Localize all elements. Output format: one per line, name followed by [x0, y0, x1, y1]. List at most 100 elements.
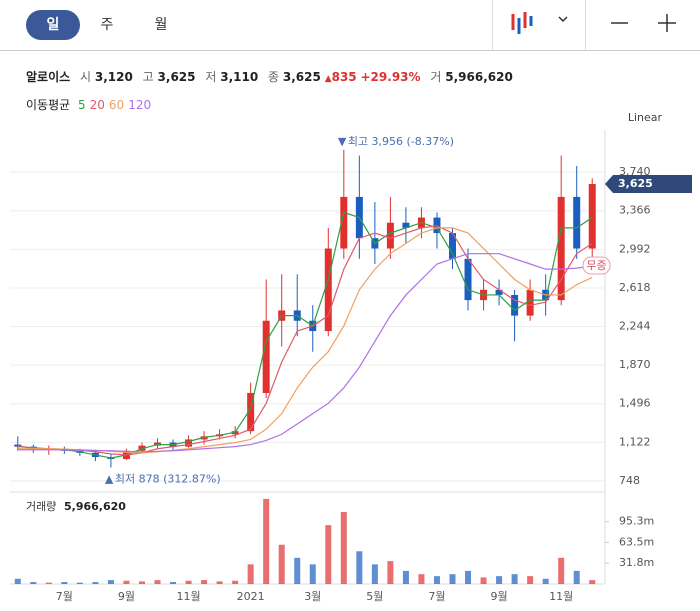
label: 거 — [430, 70, 442, 84]
volume-bar — [107, 580, 114, 584]
candle-body — [262, 320, 270, 393]
candle-body — [14, 444, 22, 447]
scale-label: Linear — [628, 111, 663, 124]
ma-line — [17, 225, 593, 456]
change: 835 — [331, 70, 357, 84]
ma-line — [17, 211, 593, 459]
candle-body — [449, 233, 456, 259]
legend-entry[interactable]: 20 — [89, 98, 105, 112]
toolbar: 일 주 월 — [0, 0, 700, 51]
min-annotation: 최저 878 (312.87%) — [115, 473, 221, 486]
candle-body — [526, 289, 534, 316]
volume-last: 5,966,620 — [64, 500, 126, 513]
volume-bar — [123, 580, 130, 584]
chart-type-button[interactable] — [492, 0, 586, 50]
candle-body — [402, 222, 410, 228]
volume-bar — [356, 551, 363, 584]
ma-line — [17, 253, 593, 453]
price-tag — [605, 175, 692, 194]
label: 고 — [142, 70, 154, 84]
volume-bar — [465, 570, 472, 584]
candle-body — [324, 248, 332, 332]
y-tick-label: 95.3m — [619, 515, 654, 528]
legend-title: 이동평균 — [26, 98, 71, 112]
volume-bar — [92, 582, 99, 584]
volume-bar — [402, 570, 409, 584]
volume-bar — [418, 574, 425, 584]
volume-bar — [278, 544, 285, 584]
value: 3,625 — [282, 70, 321, 84]
y-tick-label: 3,740 — [619, 165, 651, 178]
candle-body — [185, 439, 193, 447]
y-tick-label: 3,366 — [619, 204, 651, 217]
stock-name: 알로이스 — [26, 70, 71, 84]
volume-bar — [76, 582, 83, 584]
volume-bar — [294, 557, 301, 584]
volume-bar — [542, 578, 549, 584]
up-arrow: ▲ — [324, 74, 332, 84]
x-tick-label: 7월 — [428, 590, 445, 603]
volume-bar — [61, 582, 68, 584]
volume-bar — [480, 577, 487, 584]
y-tick-label: 748 — [619, 474, 640, 487]
volume-bar — [511, 574, 518, 584]
value: 3,120 — [94, 70, 133, 84]
zoom-icons[interactable] — [0, 0, 700, 50]
value: 3,625 — [157, 70, 196, 84]
change-pct: +29.93% — [360, 70, 421, 84]
max-annotation: 최고 3,956 (-8.37%) — [348, 135, 454, 148]
y-tick-label: 1,870 — [619, 358, 651, 371]
tab[interactable]: 주 — [100, 17, 114, 33]
label: 시 — [80, 70, 92, 84]
value: 3,110 — [220, 70, 259, 84]
x-tick-label: 5월 — [366, 590, 383, 603]
tab[interactable]: 월 — [154, 17, 168, 33]
volume-bar — [185, 580, 192, 584]
badge-box — [582, 256, 611, 275]
label: 저 — [205, 70, 217, 84]
volume-bar — [45, 582, 52, 584]
candle-body — [386, 222, 394, 249]
candle-body — [495, 289, 503, 295]
price-tag-label: 3,625 — [618, 177, 653, 190]
volume-bar — [325, 525, 332, 584]
volume-bar — [527, 576, 534, 584]
y-tick-label: 2,244 — [619, 320, 651, 333]
y-tick-label: 1,496 — [619, 397, 651, 410]
volume-bar — [154, 580, 161, 584]
volume-bar — [371, 564, 378, 584]
volume-bar — [216, 581, 223, 584]
volume-bar — [247, 564, 254, 584]
volume-bar — [309, 564, 316, 584]
volume-title: 거래량 — [26, 500, 56, 513]
y-tick-label: 63.5m — [619, 535, 654, 548]
volume-bar — [433, 576, 440, 584]
volume-bar — [263, 498, 270, 584]
volume-bar — [170, 582, 177, 584]
volume-bar — [558, 557, 565, 584]
candle-icon — [511, 12, 568, 34]
x-tick-label: 7월 — [56, 590, 73, 603]
badge: 무증 — [586, 259, 606, 272]
volume-bar — [201, 580, 208, 584]
legend-entry[interactable]: 120 — [128, 98, 152, 112]
volume-bar — [340, 512, 347, 584]
legend-entry[interactable]: 60 — [108, 98, 125, 112]
volume-bar — [14, 578, 21, 584]
candle-body — [340, 196, 348, 249]
x-tick-label: 2021 — [237, 590, 265, 603]
candle-body — [557, 196, 565, 301]
x-tick-label: 11월 — [549, 590, 573, 603]
x-tick-label: 11월 — [176, 590, 200, 603]
ma-legend: 이동평균 5 20 60 120 — [26, 96, 155, 113]
tab[interactable]: 일 — [26, 10, 80, 40]
y-tick-label: 1,122 — [619, 435, 651, 448]
x-tick-label: 3월 — [304, 590, 321, 603]
volume-bar — [138, 581, 145, 584]
volume-bar — [496, 576, 503, 584]
ma-line — [17, 227, 593, 454]
y-tick-label: 31.8m — [619, 556, 654, 569]
legend-entry[interactable]: 5 — [78, 98, 86, 112]
